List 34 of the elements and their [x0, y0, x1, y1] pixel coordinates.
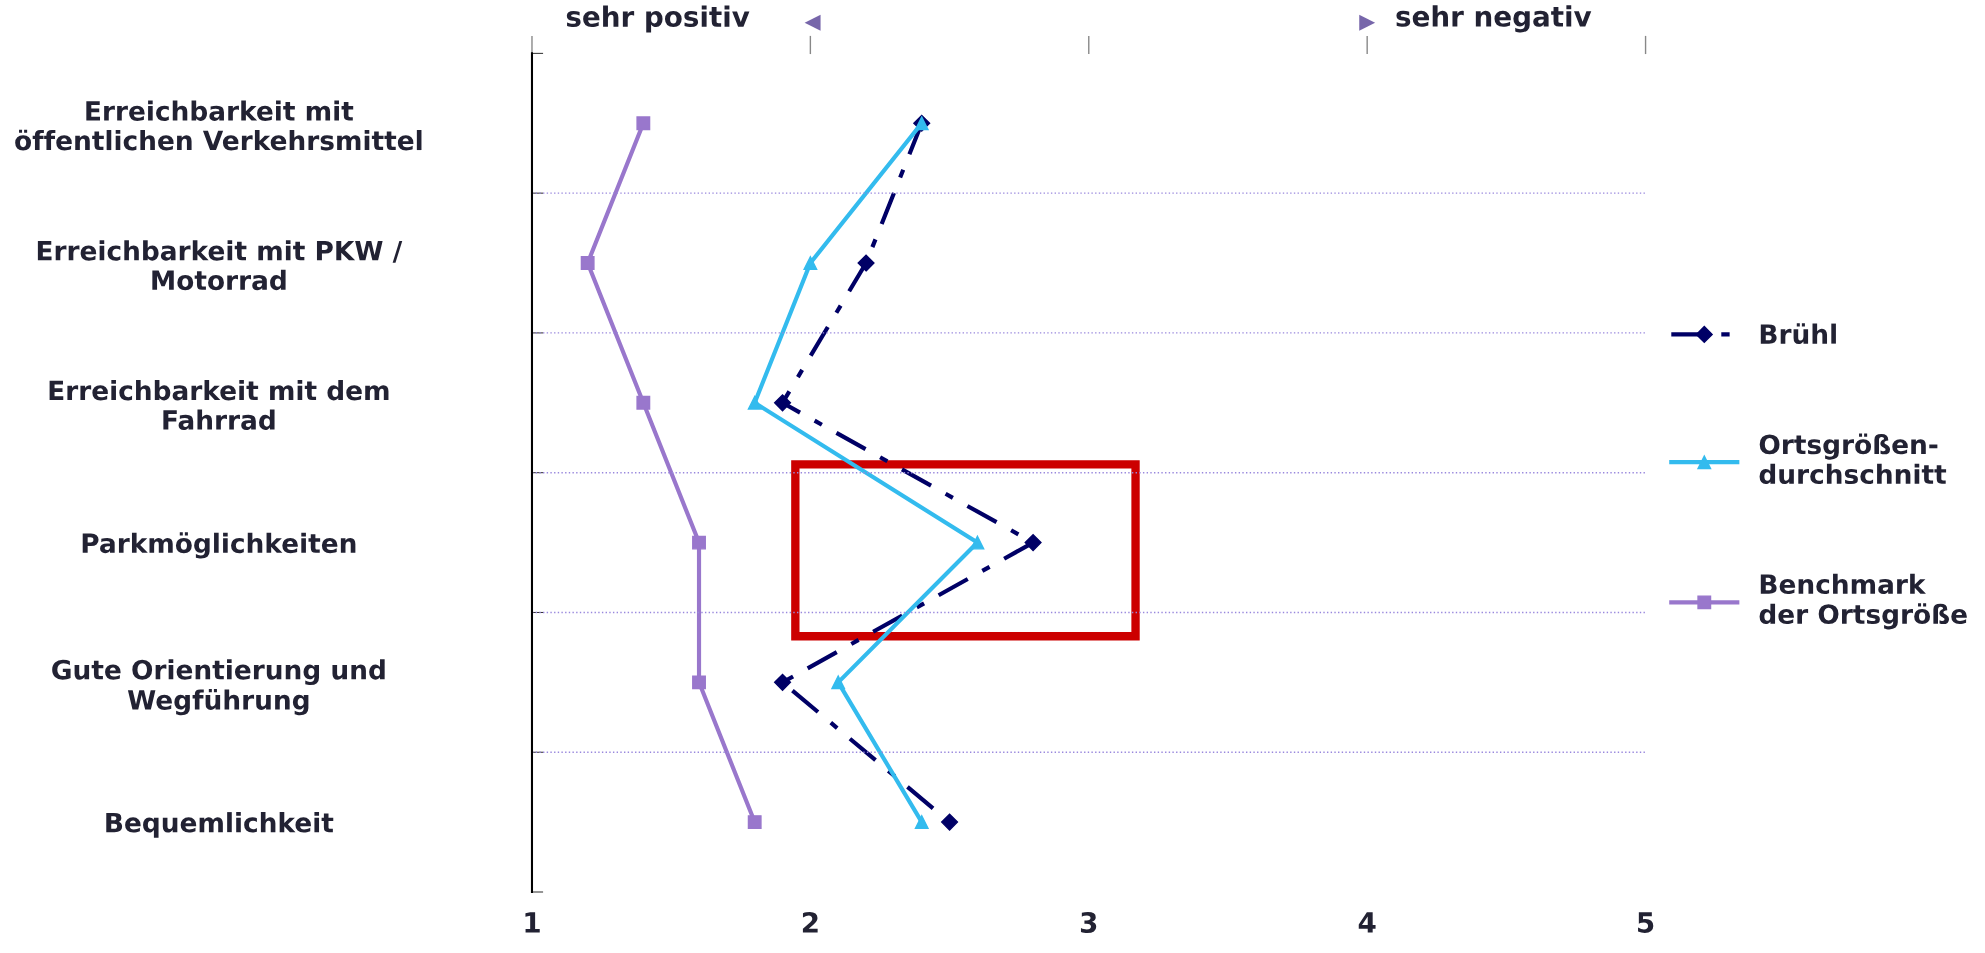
- y-tick-label: Bequemlichkeit: [106, 812, 334, 838]
- point: [747, 395, 762, 410]
- y-tick-label: Erreichbarkeit mit öffentlichen Verkehrsmittel: [15, 100, 422, 151]
- y-tick-label: Erreichbarkeit mit dem Fahrrad: [49, 380, 389, 430]
- y-tick-label: Erreichbarkeit mit PKW / Motorrad: [37, 240, 403, 291]
- point: [747, 815, 762, 830]
- point: [831, 675, 846, 690]
- x-tick-label: 2: [802, 911, 818, 933]
- text: ▶: [1359, 14, 1376, 31]
- point: [636, 116, 651, 131]
- point: [941, 813, 959, 831]
- legend-label: Benchmark der Ortsgröße: [1759, 573, 1967, 630]
- text: ◀: [804, 14, 821, 31]
- x-tick-label: 3: [1080, 911, 1097, 933]
- text: sehr positiv: [566, 5, 750, 33]
- point: [970, 535, 985, 550]
- point: [692, 535, 706, 550]
- x-tick-label: 5: [1638, 912, 1654, 933]
- point: [636, 395, 651, 410]
- legend-label: Ortsgrößen- durchschnitt: [1759, 433, 1947, 485]
- y-tick-label: Parkmöglichkeiten: [82, 532, 356, 559]
- point: [773, 394, 792, 412]
- point: [857, 254, 875, 272]
- x-tick-label: 1: [525, 912, 540, 933]
- point: [580, 256, 595, 270]
- text: sehr negativ: [1396, 5, 1592, 33]
- point: [803, 256, 818, 270]
- y-tick-label: Gute Orientierung und Wegführung: [52, 659, 385, 716]
- point: [914, 815, 929, 830]
- legend-label: Brühl: [1760, 323, 1836, 345]
- point: [1024, 534, 1042, 552]
- point: [692, 675, 706, 690]
- point: [773, 673, 792, 691]
- x-tick-label: 4: [1358, 912, 1376, 933]
